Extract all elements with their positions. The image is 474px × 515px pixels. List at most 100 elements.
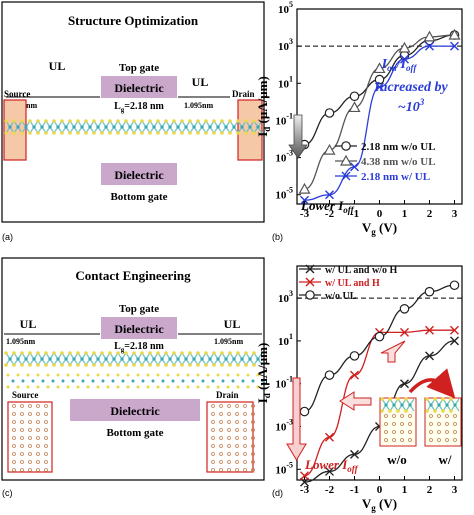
channel-c-mo-atom	[96, 357, 100, 361]
channel-c-mo-atom	[72, 357, 76, 361]
inset-w-layer-mo-atom	[437, 403, 441, 407]
channel-mo-atom	[224, 125, 228, 129]
lower-ioff-label-d: Lower Ioff	[304, 457, 359, 474]
panel-d-caption: (d)	[272, 488, 283, 498]
lattice-atom	[12, 452, 16, 456]
lattice-atom	[445, 414, 449, 418]
channel-mo-atom	[104, 125, 108, 129]
h-atom	[241, 379, 245, 383]
approx-label: ~103	[398, 97, 425, 115]
channel-s-atom	[44, 131, 48, 135]
lattice-atom	[408, 414, 412, 418]
h-atom	[221, 379, 225, 383]
legend-marker	[305, 290, 315, 300]
channel-mo-atom	[8, 125, 12, 129]
lattice-atom	[227, 444, 231, 448]
channel-c-s-atom	[236, 351, 240, 355]
channel-c-mo-atom	[256, 357, 260, 361]
channel-s-atom	[12, 131, 16, 135]
lattice-atom	[243, 404, 247, 408]
series-point	[300, 471, 309, 481]
channel-c-s-atom	[156, 351, 160, 355]
lattice-atom	[20, 460, 24, 464]
lattice-atom	[227, 468, 231, 472]
h-atom	[71, 379, 75, 383]
top-dielectric	[101, 76, 177, 98]
channel-s-atom	[252, 119, 256, 123]
channel-mo-atom	[256, 125, 260, 129]
x-tick-label: 1	[402, 208, 408, 220]
lattice-atom	[384, 430, 388, 434]
lattice-atom	[429, 414, 433, 418]
channel-s-atom	[236, 131, 240, 135]
h-atom	[46, 373, 50, 377]
x-tick-label: -1	[350, 208, 359, 220]
panel-d-chart: -3 -2 -1 0 1 2 3 10-5 10-3 10-1 101 103 Vg (V) Id (μA…	[255, 264, 463, 513]
channel-c-mo-atom	[80, 357, 84, 361]
h-atom	[81, 379, 85, 383]
series-point	[375, 82, 384, 92]
channel-s-atom	[244, 131, 248, 135]
inset-wo-label: w/o	[387, 452, 407, 467]
channel-c-s-atom	[60, 363, 64, 367]
h-atom	[161, 379, 165, 383]
series-point	[373, 62, 386, 74]
h-atom	[246, 373, 250, 377]
x-axis-label: Vg (V)	[362, 220, 397, 237]
channel-mo-atom	[208, 125, 212, 129]
lattice-atom	[453, 438, 457, 442]
mos2-channel-layer	[4, 119, 263, 135]
channel-mo-atom	[232, 125, 236, 129]
lattice-atom	[400, 422, 404, 426]
channel-c-s-atom	[20, 363, 24, 367]
channel-c-s-atom	[108, 351, 112, 355]
channel-s-atom	[60, 131, 64, 135]
inset-wo-layer-mo-atom	[408, 403, 412, 407]
inset-w-layer-s-atom	[425, 397, 429, 401]
channel-s-atom	[68, 131, 72, 135]
channel-s-atom	[92, 119, 96, 123]
lattice-atom	[437, 414, 441, 418]
channel-s-atom	[148, 119, 152, 123]
channel-c-s-atom	[84, 351, 88, 355]
channel-c-s-atom	[180, 363, 184, 367]
mos2-channel-layer-c	[4, 351, 263, 367]
h-atom	[96, 385, 100, 389]
channel-c-mo-atom	[240, 357, 244, 361]
channel-s-atom	[124, 119, 128, 123]
lattice-atom	[251, 452, 255, 456]
series-point	[374, 74, 385, 85]
h-atom	[86, 373, 90, 377]
h-atom	[16, 373, 20, 377]
channel-s-atom	[236, 119, 240, 123]
series-point	[350, 449, 359, 459]
series-point	[299, 406, 310, 417]
lattice-atom	[12, 444, 16, 448]
channel-c-s-atom	[28, 351, 32, 355]
lattice-atom	[28, 404, 32, 408]
lattice-atom	[20, 428, 24, 432]
channel-s-atom	[156, 119, 160, 123]
legend-marker	[305, 264, 315, 274]
lattice-atom	[251, 460, 255, 464]
channel-s-atom	[252, 131, 256, 135]
series-point	[348, 101, 361, 113]
lattice-atom	[227, 460, 231, 464]
h-atom	[226, 373, 230, 377]
channel-s-atom	[68, 119, 72, 123]
channel-s-atom	[84, 119, 88, 123]
channel-mo-atom	[48, 125, 52, 129]
x-tick-label: 2	[427, 484, 433, 496]
lattice-atom	[400, 438, 404, 442]
lattice-atom	[36, 436, 40, 440]
lattice-atom	[211, 436, 215, 440]
y-axis-label: Id (μA/μm)	[255, 343, 272, 404]
h-atom	[151, 379, 155, 383]
channel-s-atom	[140, 119, 144, 123]
channel-c-s-atom	[20, 351, 24, 355]
channel-c-s-atom	[236, 363, 240, 367]
channel-c-s-atom	[180, 351, 184, 355]
lattice-atom	[243, 412, 247, 416]
channel-c-s-atom	[244, 351, 248, 355]
inset-w-layer-s-atom	[449, 397, 453, 401]
